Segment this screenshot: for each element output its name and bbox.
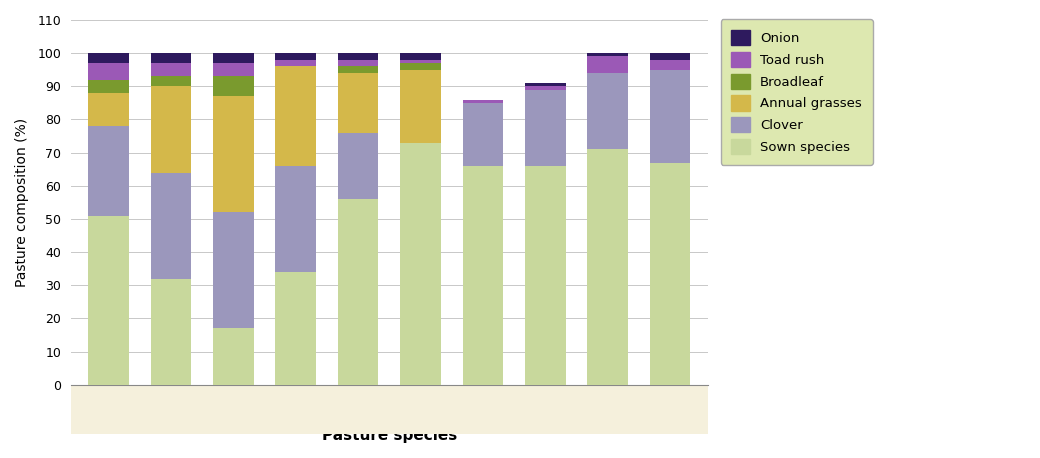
Bar (650, 70, 691, 163)
Bar (88, 53, 129, 63)
Bar (88, 126, 129, 216)
Bar (463, 103, 503, 166)
Bar (213, 53, 254, 63)
Bar (525, 90, 566, 166)
Bar (88, 93, 129, 126)
Bar (463, 99, 503, 103)
Bar (338, 73, 379, 133)
Bar (276, 166, 316, 272)
Bar (338, 66, 379, 73)
Bar (338, 133, 379, 199)
Bar (213, 96, 254, 213)
Bar (88, 216, 129, 385)
Bar (588, 73, 628, 149)
Bar (588, 149, 628, 385)
Bar (400, 53, 441, 60)
Bar (338, 60, 379, 66)
Bar (525, 86, 566, 90)
Bar (151, 76, 191, 86)
Bar (525, 166, 566, 385)
Bar (213, 76, 254, 96)
Bar (276, 60, 316, 66)
Bar (463, 166, 503, 385)
Bar (650, 163, 691, 385)
Y-axis label: Pasture composition (%): Pasture composition (%) (15, 118, 29, 287)
Bar (276, 66, 316, 166)
Bar (88, 63, 129, 80)
Bar (276, 272, 316, 385)
X-axis label: Pasture species: Pasture species (321, 428, 457, 443)
Legend: Onion, Toad rush, Broadleaf, Annual grasses, Clover, Sown species: Onion, Toad rush, Broadleaf, Annual gras… (721, 19, 873, 165)
Bar (338, 199, 379, 385)
Bar (400, 63, 441, 70)
Bar (151, 86, 191, 173)
Bar (650, 53, 691, 60)
Bar (213, 213, 254, 328)
Bar (400, 143, 441, 385)
Bar (588, 53, 628, 56)
Bar (588, 56, 628, 73)
Bar (88, 80, 129, 93)
Bar (213, 328, 254, 385)
Bar (338, 53, 379, 60)
Bar (151, 53, 191, 63)
Bar (151, 278, 191, 385)
Bar (276, 53, 316, 60)
Bar (71, 385, 707, 435)
Bar (650, 60, 691, 70)
Bar (151, 63, 191, 76)
Bar (213, 63, 254, 76)
Bar (525, 83, 566, 86)
Bar (400, 70, 441, 143)
Bar (151, 173, 191, 278)
Bar (400, 60, 441, 63)
